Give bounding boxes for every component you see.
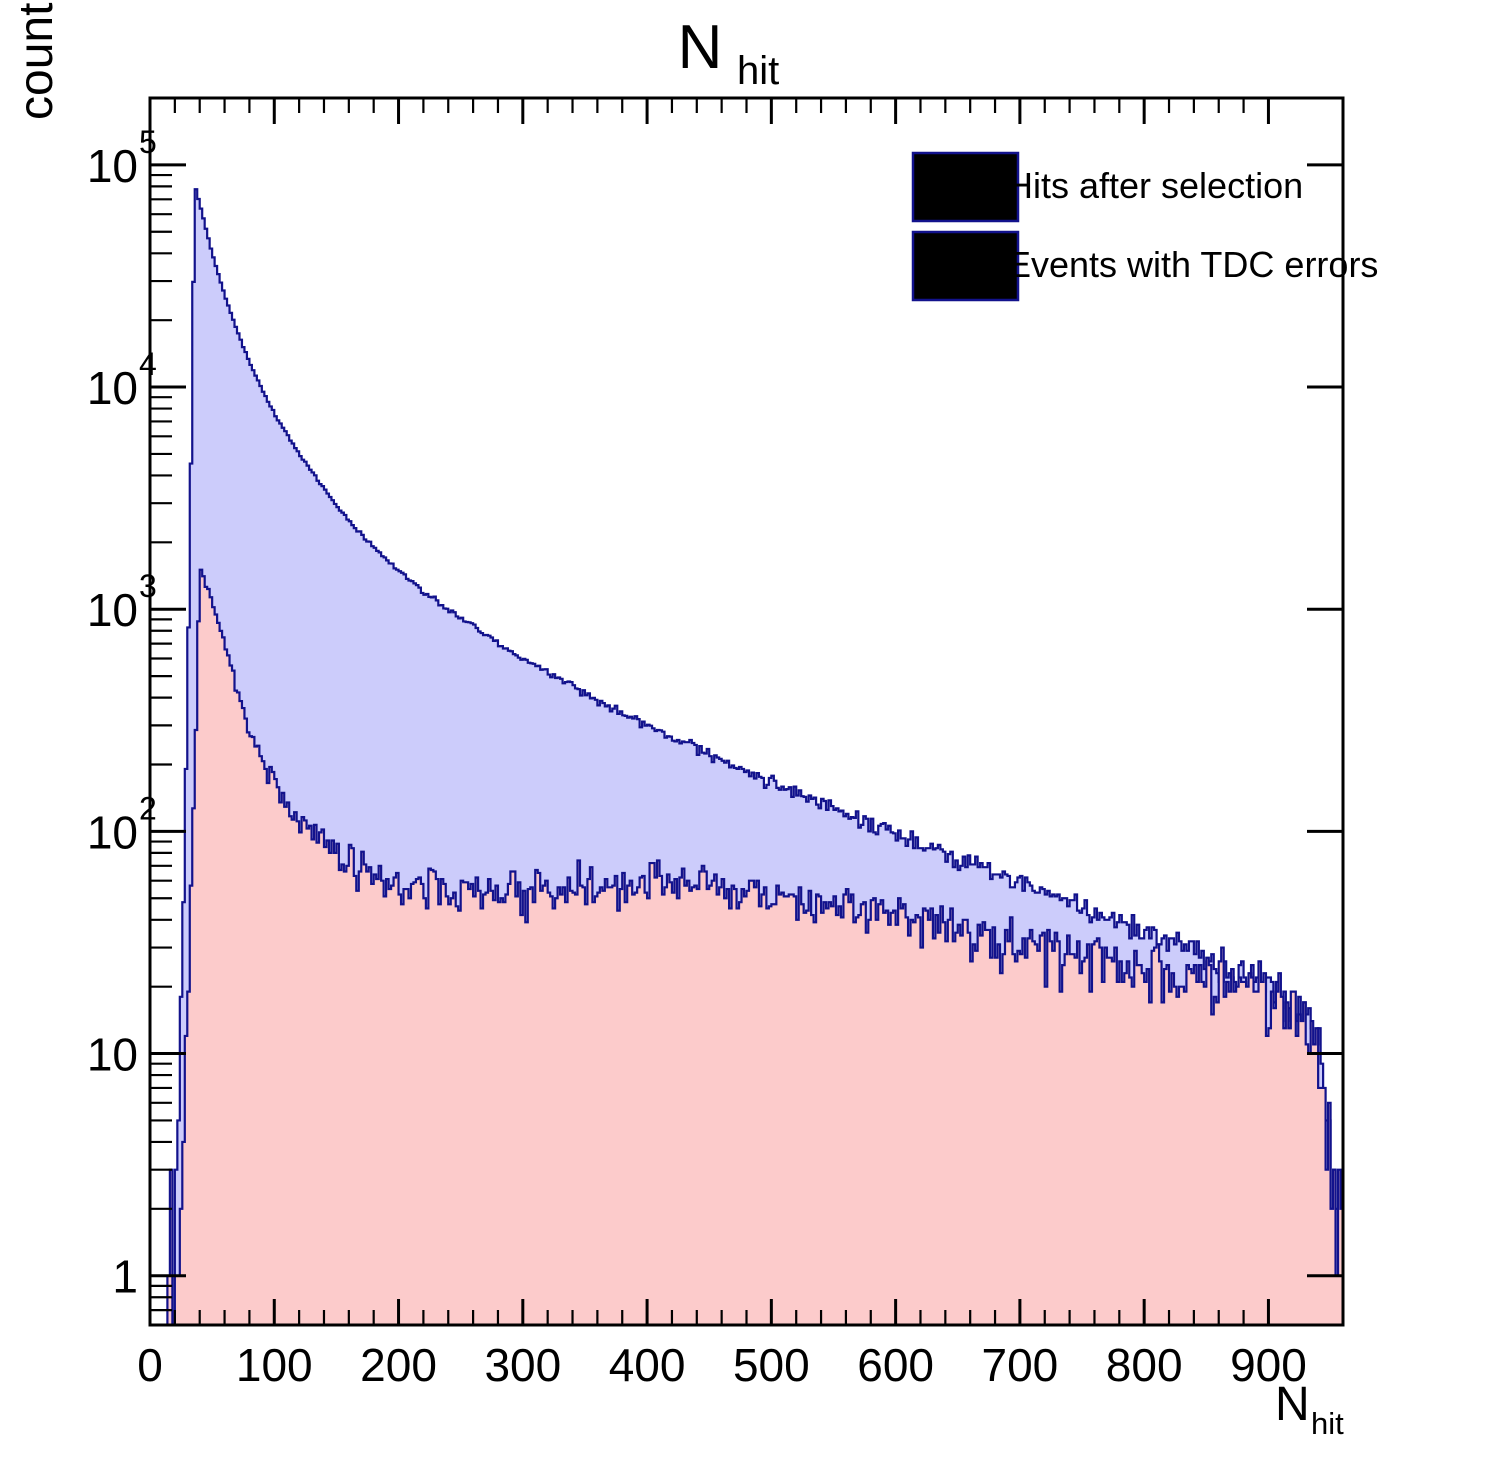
y-tick-label: 10 <box>87 1029 138 1081</box>
y-tick-label-exponent: 5 <box>139 124 157 160</box>
x-tick-label: 500 <box>733 1339 810 1391</box>
legend-swatch-hits-after-selection <box>911 151 1020 223</box>
x-axis-title: N <box>1275 1378 1310 1431</box>
y-tick-label: 10 <box>87 362 138 414</box>
legend-label-events-with-tdc-errors: Events with TDC errors <box>1007 244 1378 285</box>
histogram-outline-events-with-tdc-errors <box>150 568 1345 1327</box>
histogram-series-layer <box>150 188 1345 1327</box>
y-tick-label: 10 <box>87 584 138 636</box>
x-axis-title-subscript: hit <box>1311 1406 1344 1441</box>
x-tick-label: 900 <box>1230 1339 1307 1391</box>
y-tick-label-exponent: 3 <box>139 568 157 604</box>
x-tick-label: 700 <box>982 1339 1059 1391</box>
histogram-fill-events-with-tdc-errors <box>150 569 1343 1325</box>
legend-swatch-events-with-tdc-errors <box>911 230 1020 302</box>
y-tick-label: 10 <box>87 140 138 192</box>
plot-title-subscript: hit <box>737 49 779 93</box>
x-tick-label: 400 <box>609 1339 686 1391</box>
x-tick-label: 200 <box>360 1339 437 1391</box>
x-axis-tick-labels: 0 100 200 300 400 500 600 700 800 900 <box>137 1339 1307 1391</box>
x-tick-label: 300 <box>484 1339 561 1391</box>
y-axis-ticks <box>150 96 1343 1327</box>
x-tick-label: 0 <box>137 1339 163 1391</box>
x-tick-label: 800 <box>1106 1339 1183 1391</box>
x-axis-ticks <box>148 98 1270 1325</box>
y-tick-label-exponent: 2 <box>139 790 157 826</box>
histogram-outline-hits-after-selection <box>150 188 1345 1327</box>
y-tick-label-exponent: 4 <box>139 346 157 382</box>
legend-label-hits-after-selection: Hits after selection <box>1007 165 1303 206</box>
legend: Hits after selection Events with TDC err… <box>911 151 1378 302</box>
x-tick-label: 600 <box>857 1339 934 1391</box>
x-tick-label: 100 <box>236 1339 313 1391</box>
y-axis-title: count <box>10 3 63 120</box>
plot-title: N <box>678 13 723 82</box>
y-tick-label: 1 <box>112 1251 138 1303</box>
y-tick-label: 10 <box>87 806 138 858</box>
